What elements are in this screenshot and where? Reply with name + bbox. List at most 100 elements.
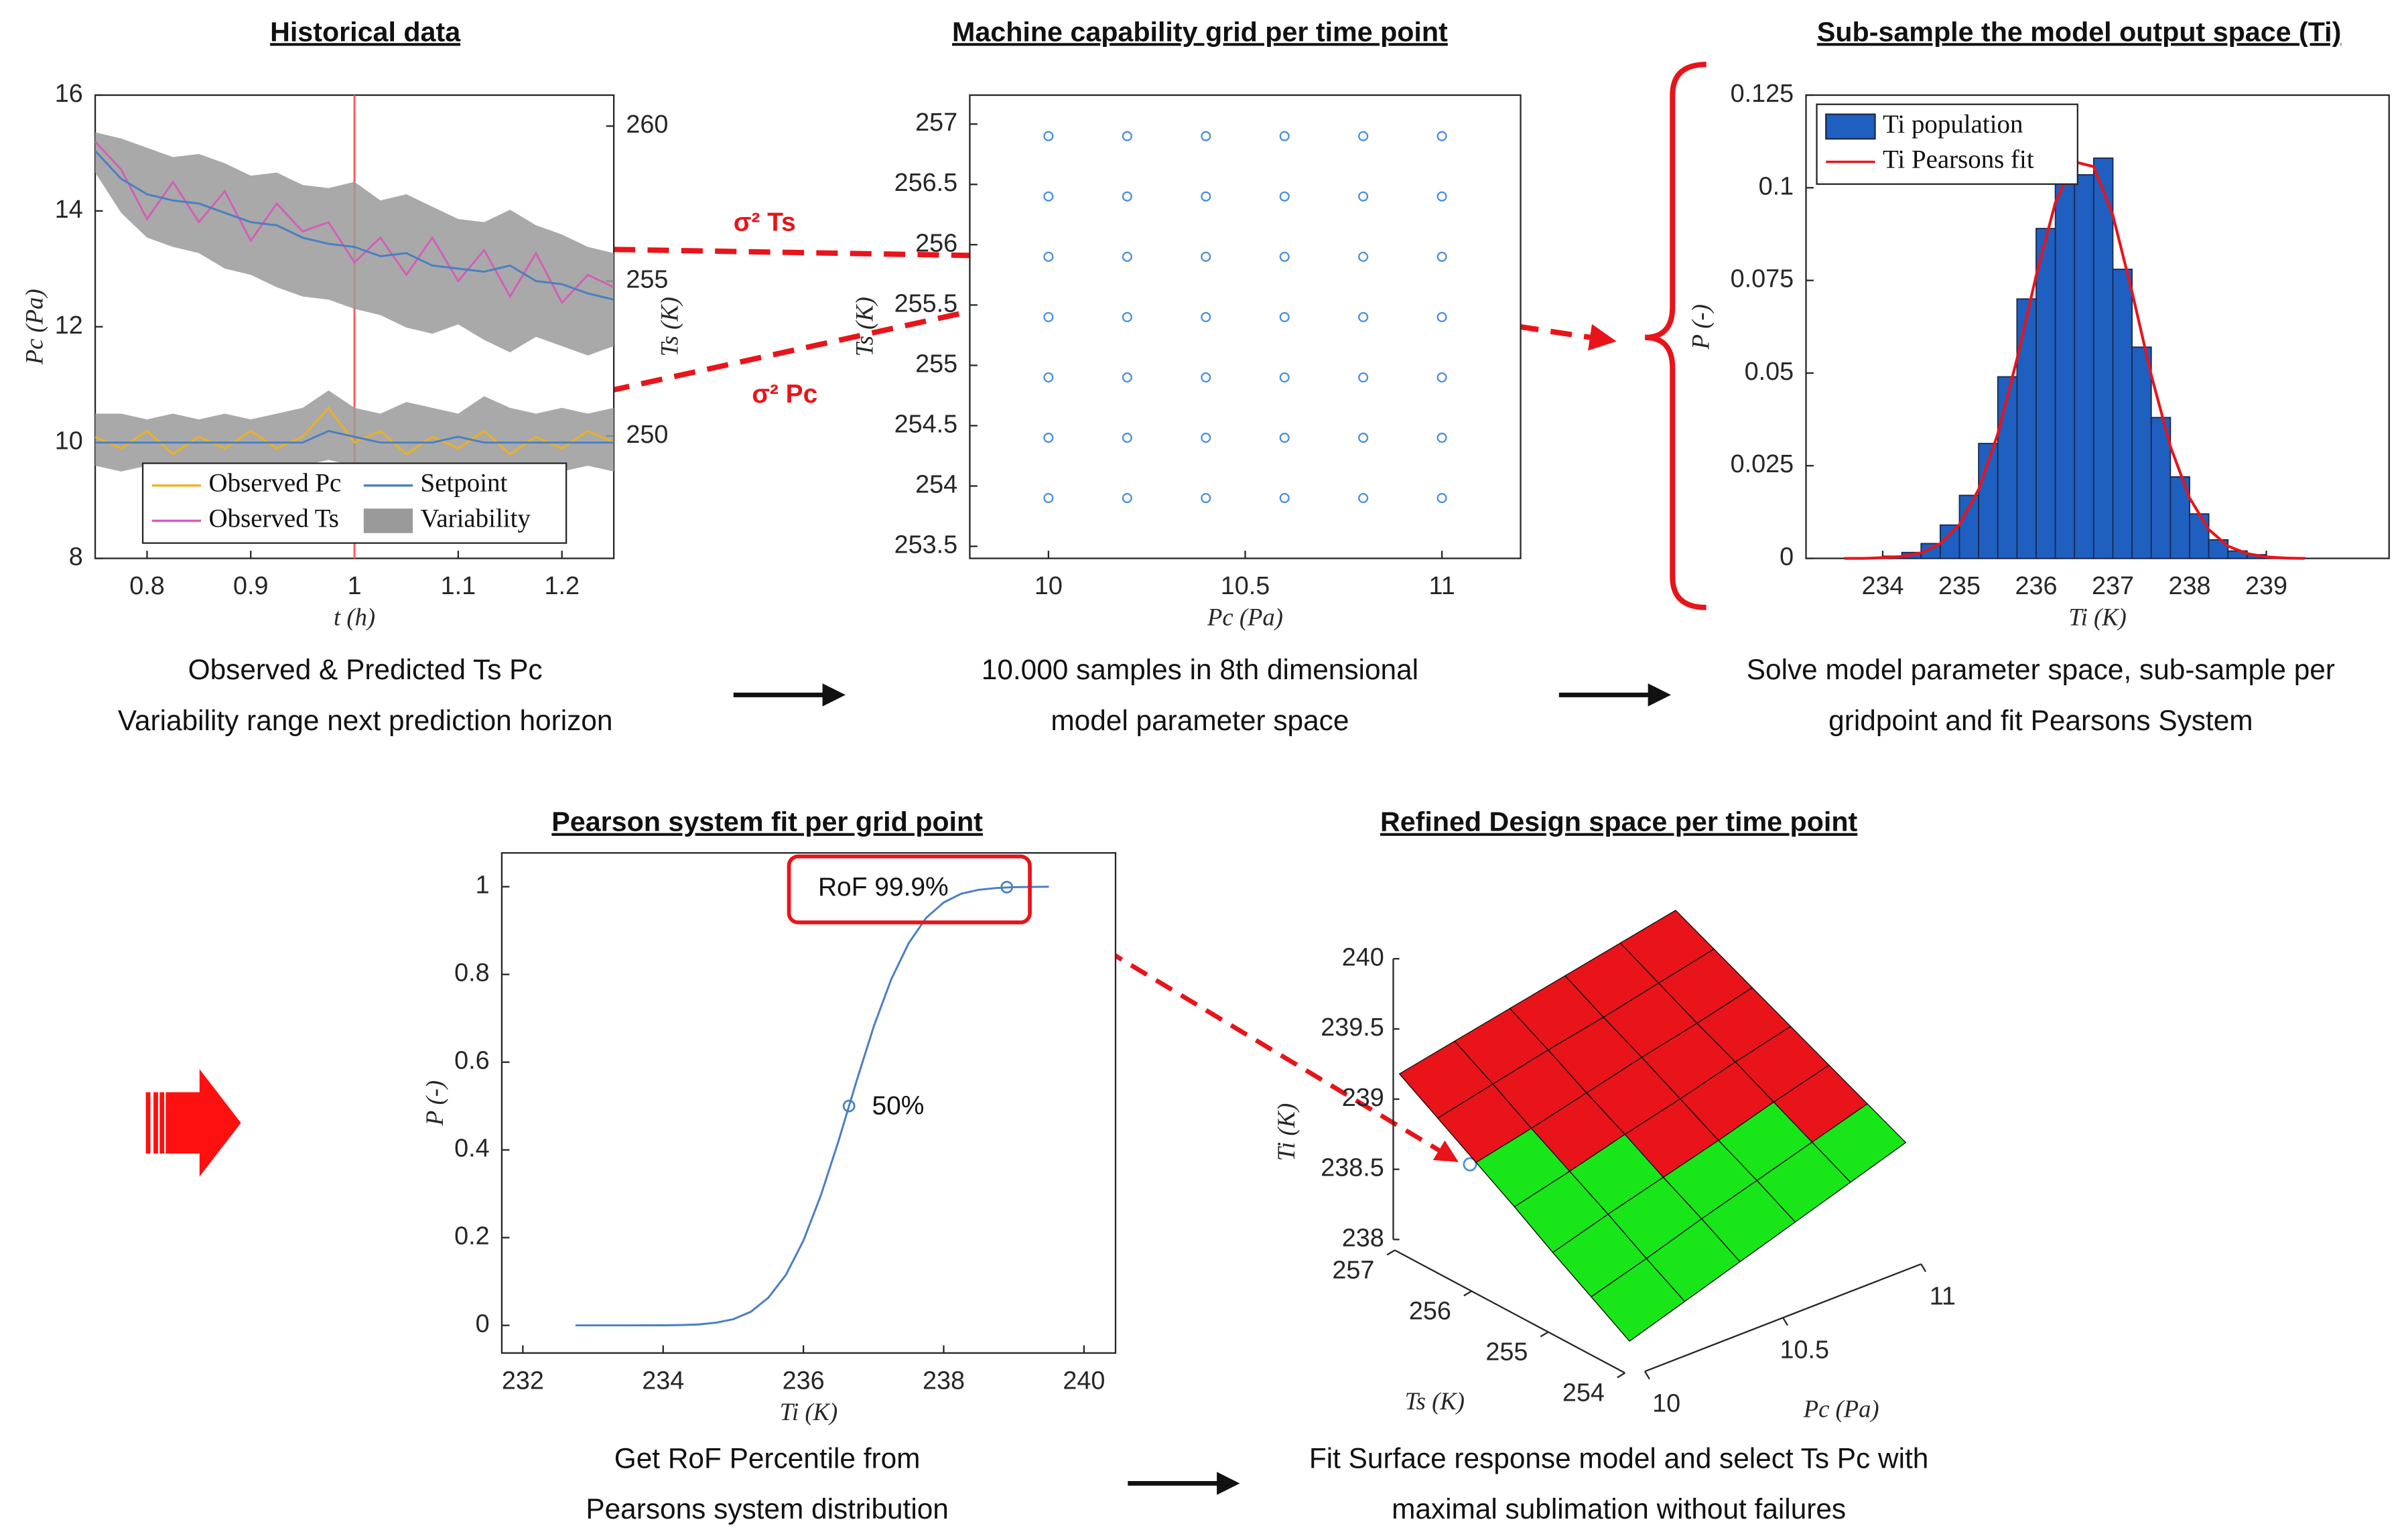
x-tick [1920,1263,1927,1273]
y2-tick-label: 250 [626,421,668,449]
y-tick-label: 0.025 [1731,450,1794,478]
grid-point [1436,131,1447,141]
caption: Variability range next prediction horizo… [118,705,613,736]
grid-point [1043,251,1054,262]
dashed-arrow [1030,903,1459,1162]
grid-point [1279,251,1290,262]
x-axis-label: t (h) [334,604,375,631]
x-tick-label: 232 [502,1367,544,1395]
histogram-bar [2150,417,2171,559]
x-axis-label: Pc (Pa) [1803,1395,1879,1422]
y-tick-label: 10 [55,427,83,456]
legend-label: Ti Pearsons fit [1883,145,2034,174]
y-tick [1617,1372,1625,1379]
annotation: σ² Ts [734,208,796,237]
y-tick [1540,1331,1549,1338]
grid-point [1358,311,1369,322]
caption: Observed & Predicted Ts Pc [188,654,543,685]
z-tick-label: 240 [1342,943,1384,971]
y-tick-label: 257 [1332,1256,1374,1284]
chart-title: Machine capability grid per time point [952,16,1448,47]
y-axis-label: Pc (Pa) [20,289,48,365]
grid-point [1279,372,1290,382]
grid-point [1043,311,1054,322]
x-tick-label: 0.8 [129,572,165,600]
y-tick-label: 255 [915,350,957,378]
grid-point [1436,432,1447,443]
grid-point [1436,372,1447,382]
y-tick-label: 8 [69,543,83,571]
chart-title: Pearson system fit per grid point [551,807,983,837]
x-tick-label: 1 [348,572,362,600]
legend-label: Ti population [1883,110,2023,139]
block-arrow [145,1069,241,1177]
y-tick-label: 0 [476,1310,490,1338]
legend-label: Setpoint [421,469,508,498]
x-tick-label: 236 [783,1367,825,1395]
grid-point [1201,251,1211,262]
grid-point [1122,131,1132,141]
chart-title: Refined Design space per time point [1380,807,1858,837]
x-tick-label: 10 [1652,1390,1680,1418]
y-tick-label: 253.5 [894,531,958,559]
y-tick-label: 0.125 [1731,80,1794,108]
z-tick-label: 239.5 [1321,1013,1384,1042]
x-tick [1644,1371,1650,1380]
caption: 10.000 samples in 8th dimensional [982,654,1418,685]
caption: Fit Surface response model and select Ts… [1309,1442,1929,1474]
grid-point [1279,492,1290,504]
plot-area [969,94,1522,559]
legend-label: Observed Pc [209,469,342,498]
y-tick [1463,1290,1472,1297]
grid-point [1043,191,1054,202]
y-tick-label: 16 [55,80,83,108]
y-tick-label: 254.5 [894,410,958,438]
point-marker [1000,880,1014,894]
grid-point [1122,372,1132,382]
x-tick-label: 11 [1428,572,1455,600]
grid-point [1358,251,1369,262]
grid-point [1279,311,1290,322]
x-tick-label: 234 [642,1367,684,1395]
chart-title: Historical data [270,16,461,47]
variability-band [95,132,614,356]
x-tick-label: 235 [1938,572,1981,600]
x-tick-label: 236 [2015,572,2057,600]
y-tick-label: 254 [915,471,957,499]
x-tick-label: 1.2 [544,572,580,600]
grid-point [1043,372,1054,382]
grid-point [1279,191,1290,202]
y-axis-label: Ts (K) [1405,1387,1465,1415]
y-tick-label: 0.05 [1745,358,1794,386]
caption: Solve model parameter space, sub-sample … [1747,654,2335,685]
grid-point [1122,311,1132,322]
z-tick-label: 239 [1342,1084,1384,1112]
caption: maximal sublimation without failures [1392,1493,1846,1525]
legend-box [141,462,567,544]
x-tick-label: 238 [923,1367,965,1395]
histogram-bar [2074,174,2094,559]
point-label: 50% [872,1092,924,1121]
x-tick-label: 10.5 [1221,572,1270,600]
chart-title: Sub-sample the model output space (Ti) [1817,16,2341,47]
y-tick-label: 255.5 [894,289,958,318]
grid-point [1358,131,1369,141]
legend-label: Variability [421,504,531,533]
histogram-bar [2131,346,2152,559]
grid-point [1358,372,1369,382]
x-tick [1782,1317,1788,1326]
curly-bracket [1644,62,1707,610]
y-tick-label: 0.8 [454,959,490,987]
point-label: RoF 99.9% [818,873,949,902]
highlight-box [787,854,1032,924]
y2-tick-label: 255 [626,266,668,294]
y2-axis-label: Ts (K) [656,297,683,356]
line [94,141,614,305]
y-tick-label: 255 [1485,1338,1528,1367]
x-tick-label: 238 [2169,572,2211,600]
y-axis [1394,1249,1625,1374]
histogram-bar [2016,298,2037,559]
grid-point [1201,311,1211,322]
grid-point [1122,432,1132,443]
